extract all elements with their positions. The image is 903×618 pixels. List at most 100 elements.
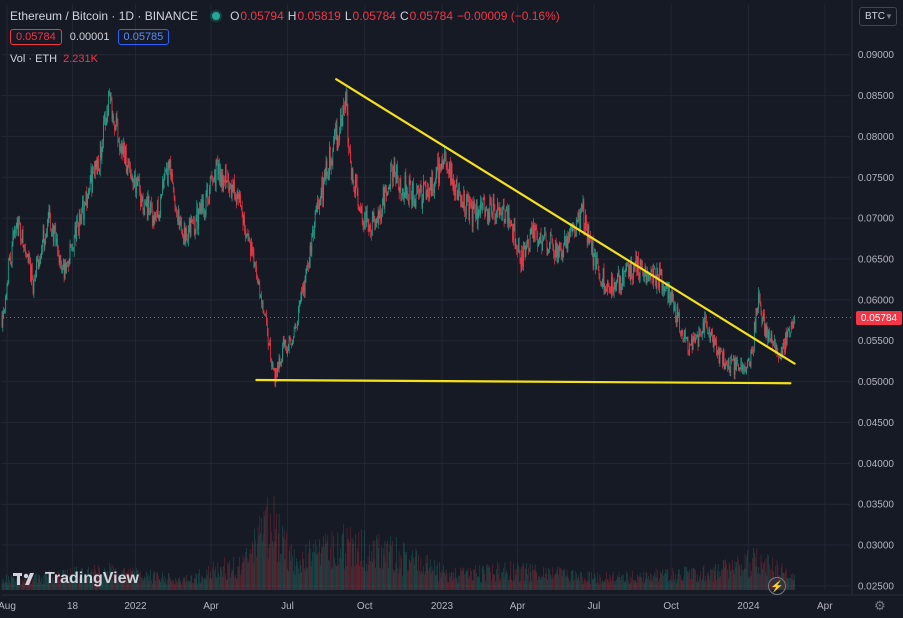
tradingview-logo[interactable]: TradingView	[13, 570, 139, 588]
candle-body	[58, 256, 60, 263]
candle-body	[660, 269, 662, 274]
volume-bar	[100, 574, 102, 590]
candle-body	[224, 179, 225, 183]
candle-body	[366, 210, 367, 224]
volume-bar	[759, 574, 761, 590]
volume-bar	[640, 576, 642, 590]
volume-bar	[381, 546, 382, 590]
candle-body	[83, 204, 85, 220]
volume-bar	[356, 564, 357, 590]
volume-bar	[673, 571, 674, 590]
volume-bar	[586, 582, 587, 590]
candle-body	[259, 281, 261, 297]
candle-body	[235, 197, 237, 203]
candle-body	[378, 212, 380, 219]
volume-bar	[710, 568, 711, 590]
volume-bar	[11, 577, 13, 590]
volume-bar	[129, 574, 130, 590]
volume-bar	[153, 571, 155, 590]
volume-bar	[621, 576, 622, 590]
settings-icon[interactable]: ⚙	[874, 598, 886, 613]
candle-body	[686, 337, 688, 339]
candle-body	[161, 194, 162, 197]
volume-bar	[121, 570, 123, 590]
volume-bar	[306, 567, 308, 590]
volume-bar	[96, 572, 98, 590]
bid-ask-row: 0.05784 0.00001 0.05785	[10, 29, 170, 45]
candle-body	[493, 198, 495, 207]
volume-bar	[508, 579, 510, 590]
candle-body	[685, 337, 687, 339]
candle-body	[676, 306, 678, 323]
volume-bar	[304, 570, 306, 590]
volume-bar	[249, 553, 250, 590]
volume-bar	[195, 573, 197, 590]
candle-body	[9, 256, 10, 261]
volume-bar	[570, 571, 572, 590]
volume-bar	[125, 574, 127, 590]
candle-body	[382, 199, 383, 215]
candle-body	[560, 247, 562, 254]
candle-body	[592, 240, 594, 266]
volume-legend[interactable]: Vol · ETH 2.231K	[10, 53, 98, 65]
candle-body	[152, 216, 154, 227]
volume-bar	[687, 571, 689, 590]
candle-body	[362, 219, 364, 225]
candle-body	[366, 210, 368, 220]
candle-body	[778, 355, 779, 358]
volume-bar	[536, 572, 538, 590]
sell-price-button[interactable]: 0.05784	[10, 29, 62, 45]
volume-bar	[287, 568, 288, 590]
currency-button[interactable]: BTC ▼	[859, 7, 897, 26]
candle-body	[736, 359, 737, 367]
candle-body	[125, 147, 126, 164]
volume-bar	[115, 579, 117, 590]
candle-body	[507, 206, 508, 224]
volume-bar	[596, 582, 597, 590]
volume-bar	[279, 562, 281, 590]
volume-bar	[109, 563, 110, 590]
volume-bar	[58, 572, 60, 590]
buy-price-button[interactable]: 0.05785	[117, 29, 170, 45]
volume-bar	[444, 572, 445, 590]
volume-bar	[575, 573, 577, 590]
candle-body	[586, 215, 587, 228]
volume-bar	[391, 546, 392, 590]
volume-bar	[305, 544, 307, 590]
volume-bar	[76, 566, 78, 590]
volume-bar	[288, 571, 289, 590]
volume-bar	[147, 574, 149, 590]
candle-body	[272, 364, 273, 367]
volume-bar	[251, 553, 252, 590]
volume-bar	[255, 540, 256, 590]
candle-body	[629, 265, 631, 281]
candle-body	[222, 174, 224, 189]
symbol-title[interactable]: Ethereum / Bitcoin · 1D · BINANCE	[10, 9, 199, 23]
volume-bar	[743, 570, 744, 590]
volume-bar	[415, 548, 417, 590]
candle-body	[99, 169, 100, 172]
volume-bar	[665, 573, 667, 590]
price-tick-label: 0.06000	[858, 295, 895, 306]
volume-bar	[615, 580, 617, 590]
candle-body	[694, 335, 695, 342]
volume-bar	[659, 578, 660, 590]
volume-bar	[89, 579, 91, 590]
lightning-icon[interactable]: ⚡	[768, 577, 786, 595]
candle-body	[78, 212, 80, 233]
volume-bar	[641, 577, 643, 590]
volume-bar	[162, 572, 163, 590]
volume-bar	[277, 533, 279, 590]
volume-bar	[432, 570, 434, 590]
candle-body	[520, 262, 522, 269]
candle-body	[491, 203, 492, 214]
volume-bar	[513, 563, 514, 590]
volume-bar	[277, 561, 278, 590]
volume-bar	[296, 558, 298, 590]
volume-bar	[701, 580, 702, 590]
candle-body	[624, 270, 626, 272]
candle-body	[201, 199, 203, 211]
volume-bar	[209, 578, 210, 590]
candle-body	[403, 188, 404, 200]
